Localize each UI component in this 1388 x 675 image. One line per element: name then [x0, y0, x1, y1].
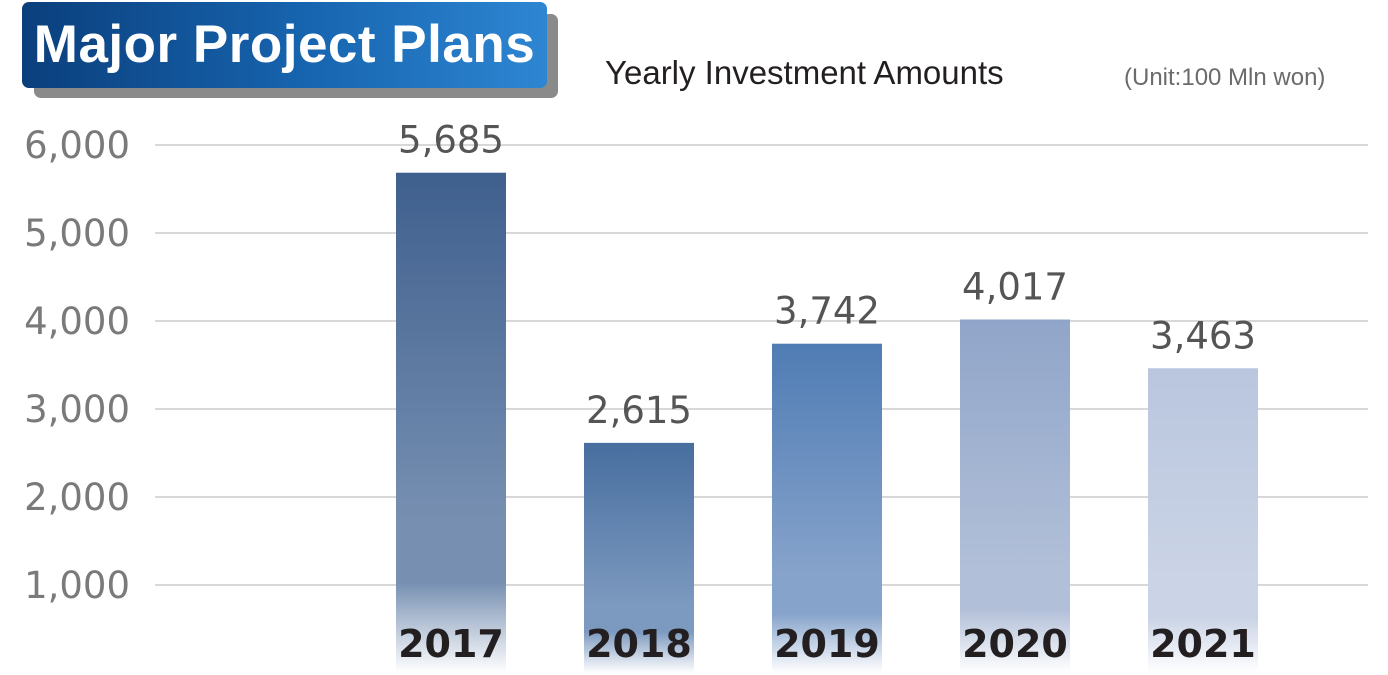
y-tick-label: 1,000 — [24, 564, 130, 607]
category-labels: 2017 2018 2019 2020 2021 — [398, 622, 1256, 666]
y-tick-label: 5,000 — [24, 212, 130, 255]
value-labels: 5,685 2,615 3,742 4,017 3,463 — [398, 119, 1256, 432]
category-label: 2017 — [398, 622, 504, 666]
category-label: 2019 — [774, 622, 880, 666]
category-label: 2018 — [586, 622, 692, 666]
y-tick-label: 4,000 — [24, 300, 130, 343]
category-label: 2021 — [1150, 622, 1256, 666]
bar-2021 — [1148, 368, 1258, 673]
value-label: 5,685 — [398, 119, 504, 162]
value-label: 4,017 — [962, 266, 1068, 309]
bar-2017 — [396, 172, 506, 673]
value-label: 3,463 — [1150, 314, 1256, 357]
bar-2019 — [772, 343, 882, 673]
y-tick-label: 6,000 — [24, 124, 130, 167]
value-label: 3,742 — [774, 290, 880, 333]
y-tick-label: 3,000 — [24, 388, 130, 431]
y-tick-label: 2,000 — [24, 476, 130, 519]
chart-title: Yearly Investment Amounts — [605, 54, 1004, 91]
value-label: 2,615 — [586, 389, 692, 432]
category-label: 2020 — [962, 622, 1068, 666]
bars — [396, 172, 1258, 673]
grid-lines — [155, 144, 1368, 586]
title-banner: Major Project Plans — [22, 2, 547, 88]
bar-2018 — [584, 442, 694, 673]
bar-2020 — [960, 319, 1070, 673]
unit-note: (Unit:100 Mln won) — [1124, 64, 1326, 91]
y-axis-tick-labels: 1,000 2,000 3,000 4,000 5,000 6,000 — [24, 124, 130, 607]
